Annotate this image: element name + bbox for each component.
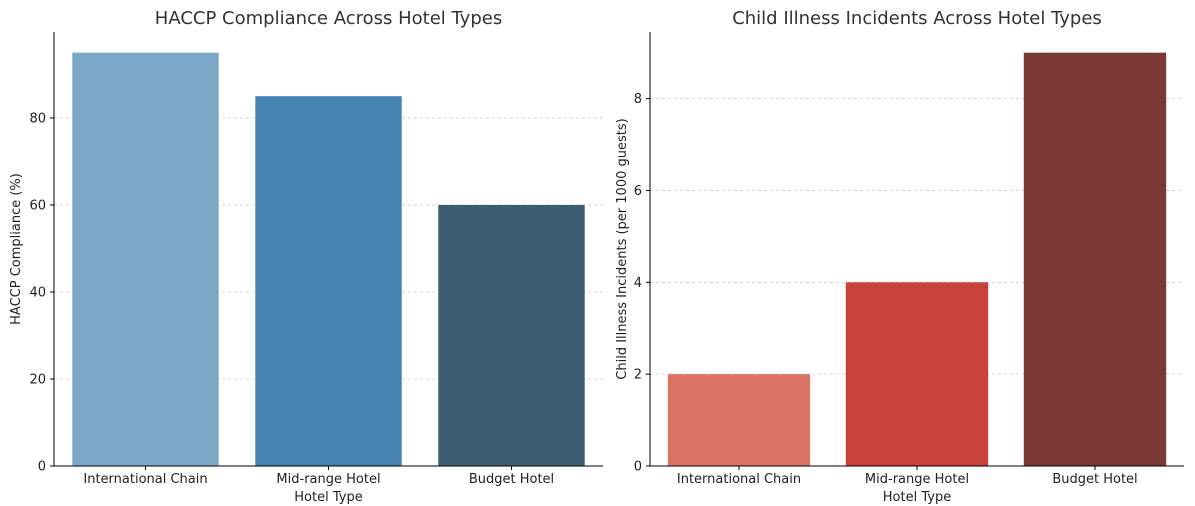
x-tick-label: International Chain [83, 472, 207, 487]
chart-title: HACCP Compliance Across Hotel Types [155, 8, 502, 29]
y-tick-label: 40 [29, 285, 46, 300]
y-tick-label: 2 [634, 368, 642, 383]
y-tick-label: 8 [634, 92, 642, 107]
x-axis-label: Hotel Type [883, 490, 951, 505]
y-tick-label: 20 [29, 372, 46, 387]
y-tick-label: 6 [634, 184, 642, 199]
x-tick-label: Mid-range Hotel [865, 472, 969, 487]
bar [438, 204, 585, 466]
y-tick-label: 0 [634, 460, 642, 475]
x-tick-label: Budget Hotel [469, 472, 554, 487]
y-tick-label: 60 [29, 198, 46, 213]
x-axis-label: Hotel Type [294, 490, 362, 505]
y-tick-label: 80 [29, 111, 46, 126]
bar [845, 282, 989, 466]
x-tick-label: Mid-range Hotel [276, 472, 380, 487]
y-axis-label: HACCP Compliance (%) [9, 173, 24, 325]
bar [667, 374, 811, 466]
x-tick-label: International Chain [677, 472, 801, 487]
chart-title: Child Illness Incidents Across Hotel Typ… [732, 8, 1102, 29]
bar [1023, 52, 1167, 467]
bar [72, 52, 219, 467]
y-axis-label: Child Illness Incidents (per 1000 guests… [615, 118, 630, 379]
y-tick-label: 4 [634, 276, 642, 291]
x-tick-label: Budget Hotel [1052, 472, 1137, 487]
y-tick-label: 0 [38, 460, 46, 475]
bar [255, 96, 402, 466]
